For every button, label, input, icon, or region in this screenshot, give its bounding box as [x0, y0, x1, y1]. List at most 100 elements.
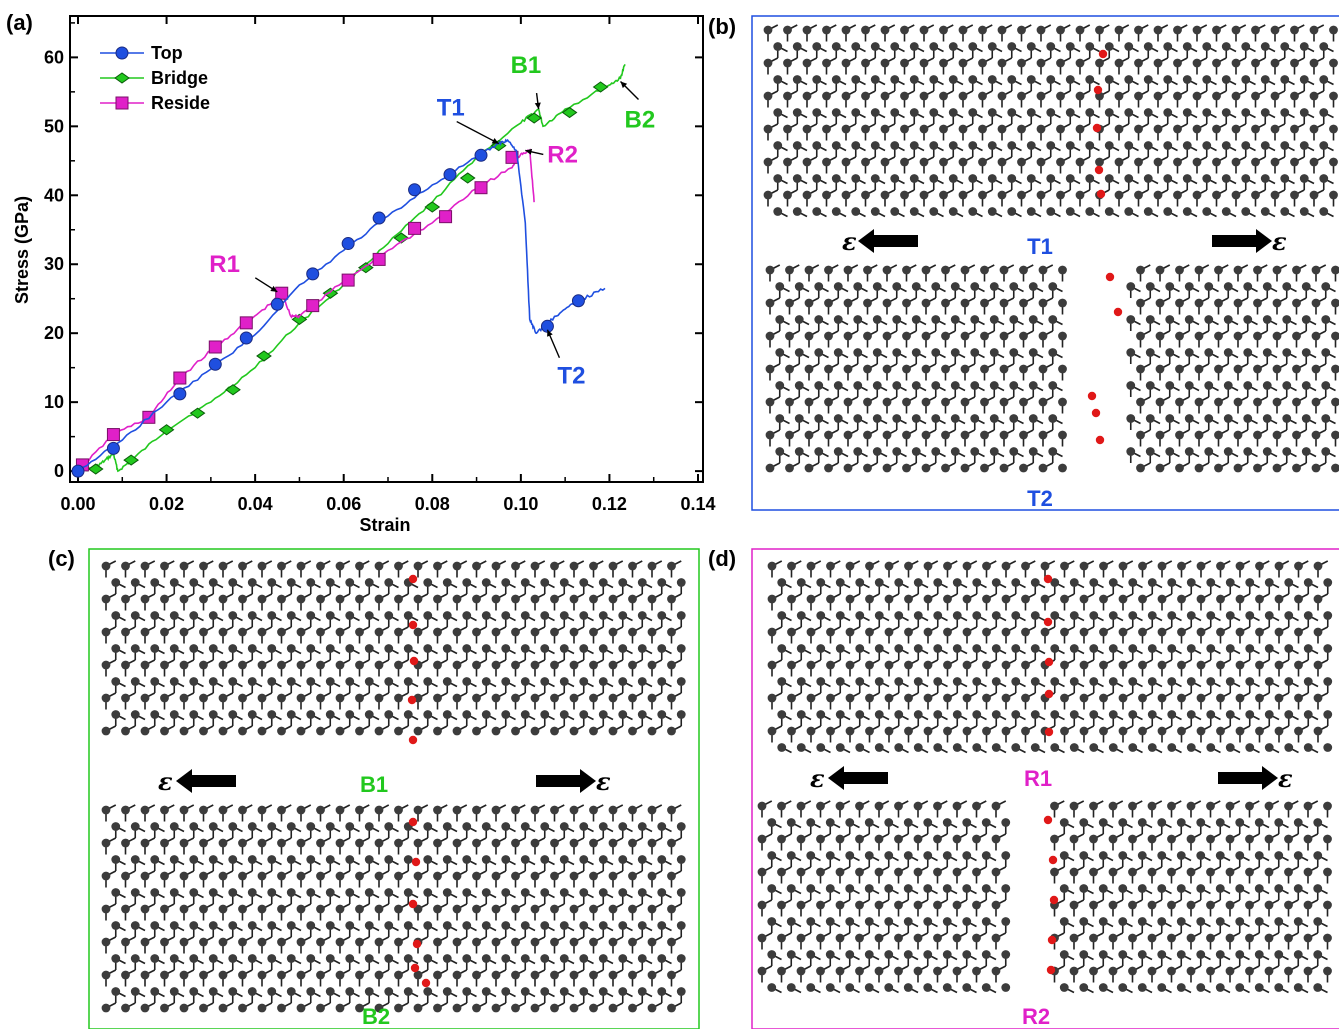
data-point-top	[372, 211, 386, 225]
carbon-atom	[890, 207, 900, 216]
carbon-atom	[1272, 430, 1282, 440]
carbon-atom	[911, 381, 921, 390]
carbon-atom	[978, 91, 987, 101]
carbon-atom	[277, 561, 286, 571]
carbon-atom	[1026, 108, 1036, 117]
carbon-atom	[179, 693, 189, 703]
carbon-atom	[872, 348, 882, 357]
carbon-atom	[160, 904, 169, 914]
carbon-atom	[589, 693, 598, 703]
carbon-atom	[1182, 174, 1192, 183]
carbon-atom	[1126, 381, 1136, 390]
carbon-atom	[814, 315, 824, 324]
carbon-atom	[335, 594, 345, 604]
carbon-atom	[1262, 282, 1272, 291]
carbon-atom	[316, 660, 325, 670]
carbon-atom	[1165, 447, 1175, 456]
carbon-atom	[1095, 157, 1104, 167]
carbon-atom	[880, 58, 890, 68]
carbon-atom	[1058, 331, 1067, 341]
lattice-r1	[767, 560, 1333, 754]
carbon-atom	[999, 298, 1009, 308]
carbon-atom	[816, 578, 826, 587]
carbon-atom	[826, 594, 835, 604]
carbon-atom	[394, 660, 403, 670]
carbon-atom	[880, 25, 890, 35]
carbon-atom	[413, 726, 423, 736]
carbon-atom	[335, 838, 345, 848]
carbon-atom	[1301, 414, 1311, 423]
carbon-atom	[1214, 397, 1223, 407]
carbon-atom	[189, 855, 199, 864]
carbon-atom	[1233, 364, 1243, 374]
carbon-atom	[433, 627, 442, 637]
carbon-atom	[218, 726, 228, 736]
carbon-atom	[1274, 561, 1284, 571]
carbon-atom	[403, 954, 413, 963]
carbon-atom	[1124, 75, 1134, 84]
carbon-atom	[767, 660, 777, 670]
carbon-atom	[1026, 141, 1036, 150]
legend-swatch-marker	[115, 96, 129, 110]
carbon-atom	[978, 190, 987, 200]
carbon-atom	[1282, 282, 1292, 291]
carbon-atom	[1157, 561, 1167, 571]
carbon-atom	[962, 627, 972, 637]
carbon-atom	[179, 726, 189, 736]
carbon-atom	[160, 693, 169, 703]
carbon-atom	[1019, 364, 1028, 374]
carbon-atom	[1069, 578, 1079, 587]
carbon-atom	[1046, 75, 1056, 84]
carbon-atom	[1221, 207, 1231, 216]
carbon-atom	[1108, 644, 1118, 653]
carbon-atom	[826, 627, 835, 637]
carbon-atom	[657, 611, 667, 620]
carbon-atom	[189, 822, 199, 831]
carbon-atom	[335, 805, 345, 815]
carbon-atom	[909, 108, 919, 117]
carbon-atom	[257, 594, 267, 604]
carbon-atom	[941, 265, 950, 275]
carbon-atom	[1167, 611, 1177, 620]
carbon-atom	[763, 190, 773, 200]
carbon-atom	[1194, 430, 1204, 440]
carbon-atom	[1284, 644, 1294, 653]
carbon-atom	[765, 265, 775, 275]
carbon-atom	[130, 611, 140, 620]
strain-symbol: ε	[158, 767, 173, 796]
carbon-atom	[150, 710, 160, 719]
carbon-atom	[452, 693, 462, 703]
carbon-atom	[569, 871, 579, 881]
carbon-atom	[608, 904, 618, 914]
carbon-atom	[980, 298, 989, 308]
carbon-atom	[1128, 578, 1138, 587]
carbon-atom	[1030, 611, 1040, 620]
carbon-atom	[943, 627, 952, 637]
carbon-atom	[833, 282, 843, 291]
plot-frame	[69, 15, 704, 483]
carbon-atom	[530, 693, 540, 703]
carbon-atom	[101, 660, 111, 670]
series-reside	[75, 148, 535, 472]
carbon-atom	[1019, 265, 1028, 275]
carbon-atom	[794, 315, 804, 324]
carbon-atom	[169, 888, 179, 897]
carbon-atom	[1309, 58, 1319, 68]
carbon-atom	[1036, 91, 1046, 101]
carbon-atom	[501, 888, 511, 897]
carbon-atom	[130, 822, 140, 831]
carbon-atom	[767, 594, 777, 604]
carbon-atom	[559, 677, 569, 686]
carbon-atom	[972, 644, 982, 653]
carbon-atom	[980, 331, 989, 341]
panel-label-c: (c)	[48, 546, 75, 571]
carbon-atom	[933, 644, 943, 653]
carbon-atom	[831, 207, 841, 216]
carbon-atom	[1214, 463, 1223, 473]
carbon-atom	[345, 921, 355, 930]
carbon-atom	[982, 594, 991, 604]
carbon-atom	[980, 430, 989, 440]
carbon-atom	[1038, 364, 1048, 374]
carbon-atom	[540, 954, 550, 963]
